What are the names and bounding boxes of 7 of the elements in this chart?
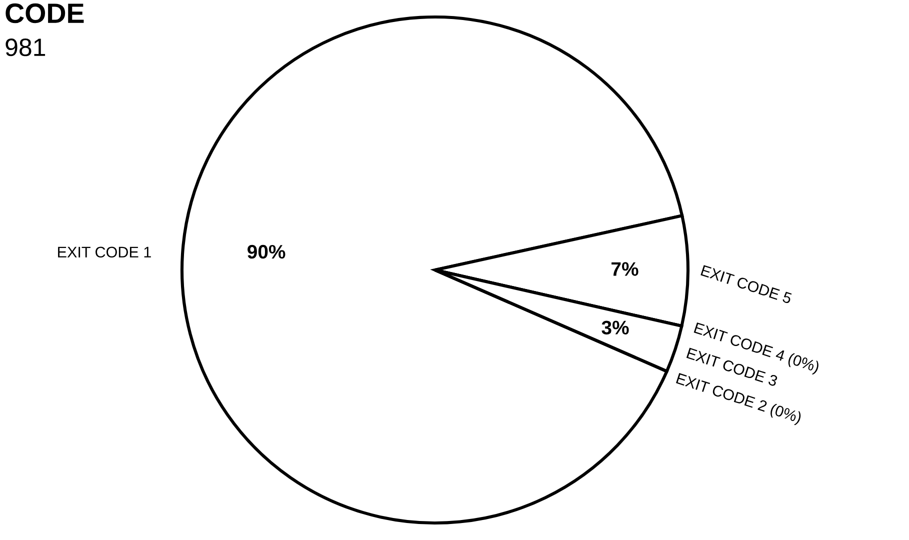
slice-label: EXIT CODE 5 — [700, 264, 792, 304]
slice-label: EXIT CODE 1 — [58, 246, 151, 258]
data-label: 90% — [248, 244, 286, 259]
data-label: 7% — [612, 262, 638, 276]
data-label: 3% — [602, 320, 629, 335]
text: 981 — [6, 38, 46, 56]
chart-title: CODE — [6, 3, 84, 24]
